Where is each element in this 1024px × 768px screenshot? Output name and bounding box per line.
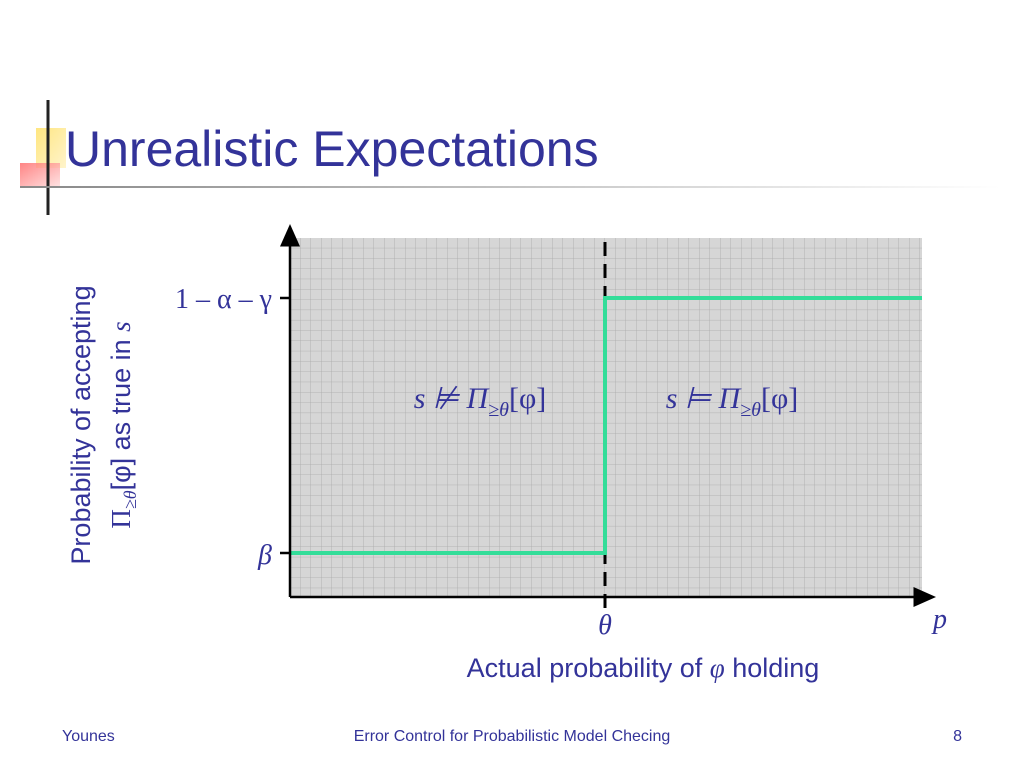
y-axis-label-line: Π≥θ[φ] as true in s — [106, 321, 140, 528]
region-sub: ≥θ — [488, 399, 509, 421]
y-axis-label-line: Probability of accepting — [66, 285, 96, 564]
y-tick-label: β — [257, 540, 272, 571]
footer-right: 8 — [953, 728, 962, 745]
math: φ — [710, 653, 725, 683]
region-end: [φ] — [761, 382, 798, 415]
x-tick-label: p — [931, 604, 947, 635]
region-label: s ⊭ Π≥θ[φ] — [414, 382, 547, 421]
text: holding — [725, 653, 820, 683]
text: Actual probability of — [467, 653, 710, 683]
acceptance-curve — [290, 296, 922, 555]
footer-center: Error Control for Probabilistic Model Ch… — [354, 728, 671, 745]
y-tick-label: 1 – α – γ — [175, 284, 272, 315]
title: Unrealistic Expectations — [65, 121, 599, 177]
math: ≥θ — [120, 490, 140, 509]
math: Π — [106, 509, 136, 529]
footer-left: Younes — [62, 728, 115, 745]
y-axis-label: Probability of accepting Π≥θ[φ] as true … — [66, 285, 140, 564]
x-tick-label: θ — [598, 610, 612, 641]
region-main: s ⊭ Π — [414, 382, 491, 415]
x-axis-label: Actual probability of φ holding — [467, 653, 820, 683]
text: [φ] as true in — [106, 332, 136, 491]
decoration — [20, 100, 1000, 215]
region-sub: ≥θ — [740, 399, 761, 421]
math: s — [106, 321, 136, 332]
region-end: [φ] — [509, 382, 546, 415]
region-label: s ⊨ Π≥θ[φ] — [666, 382, 799, 421]
region-main: s ⊨ Π — [666, 382, 743, 415]
